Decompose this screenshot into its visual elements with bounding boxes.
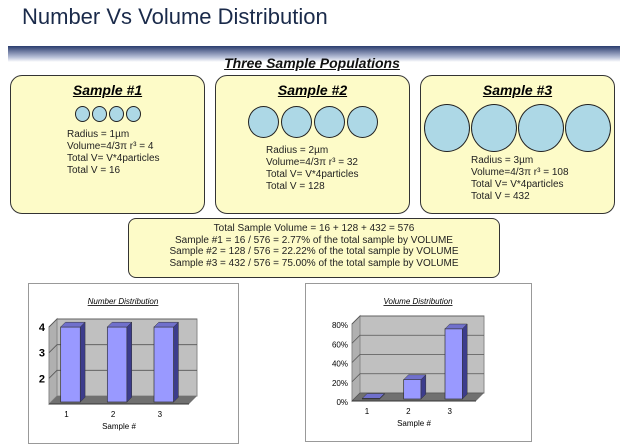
particle-icon xyxy=(280,106,312,138)
y-tick-label: 20% xyxy=(332,379,348,388)
bar-top xyxy=(153,321,180,328)
radius: Radius = 2µm xyxy=(266,145,329,156)
x-axis-label: Sample # xyxy=(102,422,136,431)
total-volume: Total V = 16 xyxy=(67,165,121,176)
chart-title: Number Distribution xyxy=(88,297,159,306)
gridline xyxy=(351,373,484,383)
bar-top xyxy=(361,393,386,399)
x-tick-label: 3 xyxy=(447,407,452,416)
particle-icon xyxy=(108,106,124,122)
bar xyxy=(153,326,174,403)
gridline xyxy=(48,318,197,328)
bar xyxy=(106,326,128,403)
gridline xyxy=(351,354,484,363)
bar-side xyxy=(173,321,179,403)
bar-top xyxy=(444,323,468,330)
gridline xyxy=(48,369,197,379)
number-distribution-chart: Number Distribution 2 3 4 1 2 3 Sample # xyxy=(28,283,239,444)
gridline xyxy=(351,334,484,344)
particle-icon xyxy=(471,104,517,152)
particles xyxy=(216,106,409,138)
x-axis-label: Sample # xyxy=(397,419,431,428)
bar-top xyxy=(403,374,427,380)
bar-side xyxy=(462,323,468,400)
y-tick-label: 0% xyxy=(336,398,348,407)
header-banner xyxy=(8,46,620,62)
volume: Volume=4/3π r³ = 32 xyxy=(266,157,358,168)
particle-icon xyxy=(91,106,107,122)
x-tick-label: 2 xyxy=(111,410,116,419)
particle-icon xyxy=(565,104,611,152)
gridline xyxy=(351,392,484,402)
total-formula: Total V= V*4particles xyxy=(471,179,564,190)
particle-icon xyxy=(518,104,564,152)
radius: Radius = 1µm xyxy=(67,129,130,140)
bar-side xyxy=(80,321,86,403)
particle-icon xyxy=(424,104,470,152)
volume-distribution-chart: Volume Distribution 0% 20% 40% 60% 80% 1 2 3 Samp… xyxy=(305,283,532,442)
page-title: Number Vs Volume Distribution xyxy=(22,4,328,29)
x-tick-label: 2 xyxy=(406,407,411,416)
y-tick-label: 80% xyxy=(332,321,348,330)
y-tick-label: 4 xyxy=(39,322,46,334)
particles xyxy=(11,106,204,122)
summary-box: Total Sample Volume = 16 + 128 + 432 = 5… xyxy=(128,218,500,278)
x-tick-label: 1 xyxy=(365,407,370,416)
bar xyxy=(60,326,81,403)
sample-1-box: Sample #1 Radius = 1µm Volume=4/3π r³ = … xyxy=(10,75,205,214)
x-tick-label: 1 xyxy=(64,410,69,419)
particles xyxy=(421,104,614,152)
plot-side-wall xyxy=(48,317,58,406)
bar-top xyxy=(106,321,133,328)
volume: Volume=4/3π r³ = 4 xyxy=(67,141,154,152)
y-tick-label: 2 xyxy=(39,373,45,385)
bar-side xyxy=(126,321,132,403)
bar xyxy=(444,328,463,400)
bar-top xyxy=(60,321,86,328)
sample-heading: Sample #3 xyxy=(482,82,553,98)
total-volume: Total V = 432 xyxy=(471,191,530,202)
summary-sample-3: Sample #3 = 432 / 576 = 75.00% of the to… xyxy=(169,257,459,269)
total-volume: Total V = 128 xyxy=(266,181,325,192)
particle-icon xyxy=(125,106,141,122)
gridline xyxy=(351,315,484,325)
volume: Volume=4/3π r³ = 108 xyxy=(471,167,569,178)
y-tick-label: 3 xyxy=(39,348,45,360)
summary-total: Total Sample Volume = 16 + 128 + 432 = 5… xyxy=(213,223,415,234)
bar xyxy=(403,379,422,400)
sample-heading: Sample #2 xyxy=(277,82,348,98)
particle-icon xyxy=(247,106,279,138)
summary-sample-1: Sample #1 = 16 / 576 = 2.77% of the tota… xyxy=(175,234,453,246)
sample-3-box: Sample #3 Radius = 3µm Volume=4/3π r³ = … xyxy=(420,75,615,214)
total-formula: Total V= V*4particles xyxy=(266,169,359,180)
total-formula: Total V= V*4particles xyxy=(67,153,160,164)
x-tick-label: 3 xyxy=(158,410,163,419)
gridline xyxy=(48,344,197,353)
radius: Radius = 3µm xyxy=(471,155,534,166)
y-tick-label: 60% xyxy=(332,340,348,349)
section-subtitle: Three Sample Populations xyxy=(224,55,400,71)
summary-sample-2: Sample #2 = 128 / 576 = 22.22% of the to… xyxy=(169,246,459,257)
sample-2-box: Sample #2 Radius = 2µm Volume=4/3π r³ = … xyxy=(215,75,410,214)
chart-title: Volume Distribution xyxy=(383,297,453,306)
particle-icon xyxy=(313,106,345,138)
particle-icon xyxy=(346,106,378,138)
sample-heading: Sample #1 xyxy=(72,82,143,98)
y-tick-label: 40% xyxy=(332,360,348,369)
particle-icon xyxy=(74,106,90,122)
